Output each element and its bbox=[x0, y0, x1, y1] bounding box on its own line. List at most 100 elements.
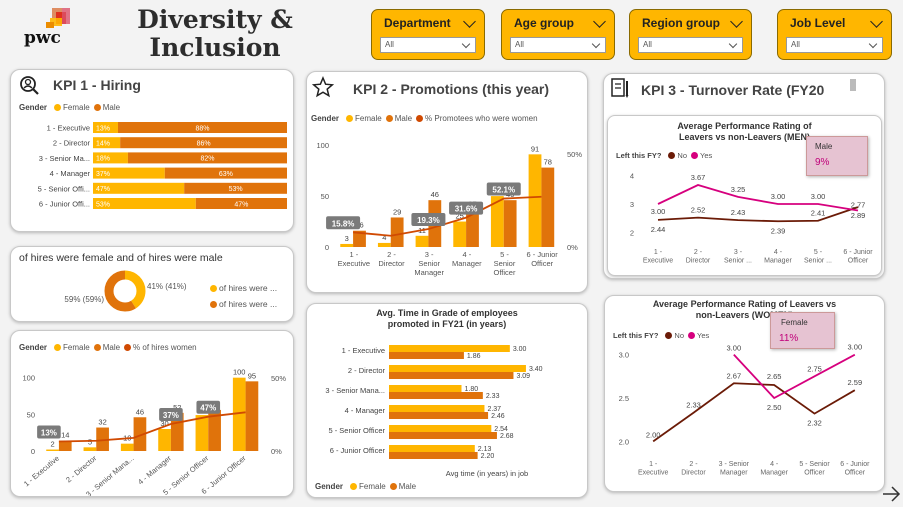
chevron-down-icon bbox=[591, 39, 601, 49]
female-bar bbox=[93, 198, 196, 209]
yes-data-label: 3.25 bbox=[731, 185, 746, 194]
male-bar bbox=[133, 417, 147, 451]
slicer-age-group-dropdown[interactable]: All bbox=[510, 37, 606, 53]
female-bar bbox=[453, 221, 467, 247]
star-icon bbox=[312, 76, 334, 98]
female-bar bbox=[528, 154, 542, 247]
pct-data-label-bg bbox=[37, 425, 61, 439]
slicer-age-group[interactable]: Age group All bbox=[501, 9, 615, 60]
female-bar bbox=[83, 447, 97, 451]
male-bar bbox=[389, 452, 478, 459]
slicer-job-level[interactable]: Job Level All bbox=[777, 9, 892, 60]
male-bar bbox=[353, 230, 366, 247]
y-left-tick: 100 bbox=[316, 141, 329, 150]
perf-women-legend: Left this FY? No Yes bbox=[613, 331, 709, 340]
y-right-tick: 50% bbox=[567, 150, 582, 159]
male-bar bbox=[58, 440, 72, 451]
hiring-split-chart: 1 - Executive 13% 88% 2 - Director 14% 86% 3 -… bbox=[38, 122, 287, 209]
category-label: 4 -Manager bbox=[452, 250, 482, 268]
page-title-line1: Diversity & bbox=[137, 5, 293, 34]
female-data-label: 2 bbox=[50, 440, 54, 449]
pct-women-line bbox=[58, 411, 246, 443]
legend-female: Female bbox=[355, 114, 382, 123]
kpi1-legend: Gender Female Male bbox=[19, 103, 120, 112]
slicer-region-group-dropdown[interactable]: All bbox=[638, 37, 743, 53]
male-bar bbox=[127, 152, 287, 164]
no-leavers-line bbox=[657, 206, 859, 223]
legend-pct-swatch bbox=[416, 115, 424, 122]
category-label: 5 -Senior ... bbox=[804, 249, 832, 265]
slicer-job-level-dropdown[interactable]: All bbox=[786, 37, 883, 53]
pct-data-label: 52.1% bbox=[492, 186, 515, 195]
kpi3-scrollbar[interactable] bbox=[850, 79, 856, 91]
female-data-label: 91 bbox=[531, 144, 539, 153]
female-bar bbox=[415, 235, 429, 247]
arrow-right-icon[interactable] bbox=[880, 483, 902, 505]
hiring-counts-card: Gender Female Male % of hires women 100 50 0 5… bbox=[10, 330, 294, 497]
male-bar bbox=[389, 352, 464, 359]
slicer-region-group[interactable]: Region group All bbox=[629, 9, 752, 60]
y-tick: 3.0 bbox=[619, 351, 629, 360]
donut-legend-label-1: of hires were ... bbox=[219, 283, 278, 293]
kpi1-card: KPI 1 - Hiring Gender Female Male 1 - Exec… bbox=[10, 69, 294, 232]
yes-leavers-line bbox=[657, 184, 859, 212]
pct-data-label: 13% bbox=[41, 429, 57, 438]
pct-data-label-bg bbox=[449, 201, 484, 215]
slicer-job-level-label: Job Level bbox=[790, 16, 846, 30]
yes-data-label: 2.77 bbox=[851, 201, 866, 210]
donut-card: of hires were female and of hires were m… bbox=[10, 246, 294, 322]
legend-left-prefix: Left this FY? bbox=[613, 331, 659, 340]
legend-female: Female bbox=[359, 482, 386, 491]
time-in-grade-chart: 1 - Executive 3.00 1.86 2 - Director 3.403.0… bbox=[325, 345, 543, 478]
male-data-label: 52 bbox=[173, 403, 181, 412]
legend-female-swatch bbox=[346, 115, 354, 122]
male-bar bbox=[117, 122, 287, 133]
male-bar bbox=[541, 167, 555, 247]
y-tick: 3 bbox=[630, 200, 634, 209]
female-bar bbox=[93, 137, 121, 149]
category-label: 3 - Senior Mana... bbox=[325, 386, 385, 395]
y-right-tick: 50% bbox=[271, 374, 286, 383]
legend-female: Female bbox=[63, 103, 90, 112]
male-data-label: 2.33 bbox=[486, 393, 500, 400]
legend-yes: Yes bbox=[700, 151, 713, 160]
category-label: 6 - Junior Officer bbox=[840, 461, 870, 477]
female-bar bbox=[93, 182, 185, 194]
male-data-label: 46 bbox=[431, 190, 439, 199]
male-data-label: 95 bbox=[248, 371, 256, 380]
y-tick: 4 bbox=[630, 172, 634, 181]
male-data-label: 88% bbox=[195, 125, 209, 132]
chevron-down-icon[interactable] bbox=[730, 15, 743, 28]
female-bar bbox=[93, 152, 128, 164]
donut-label-male: 59% (59%) bbox=[64, 295, 104, 304]
category-label: 4 - Manager bbox=[136, 453, 173, 486]
legend-female-swatch bbox=[350, 483, 358, 490]
chevron-down-icon[interactable] bbox=[593, 15, 606, 28]
perf-women-card: Average Performance Rating of Leavers vs… bbox=[604, 295, 885, 492]
pct-data-label: 15.8% bbox=[332, 219, 355, 228]
male-bar bbox=[503, 200, 517, 247]
y-tick: 2.0 bbox=[619, 437, 629, 446]
category-label: 2 -Director bbox=[686, 249, 711, 265]
no-data-label: 2.33 bbox=[686, 401, 701, 410]
chevron-down-icon[interactable] bbox=[870, 15, 883, 28]
female-data-label: 3.00 bbox=[513, 346, 527, 353]
pct-data-label-bg bbox=[196, 400, 221, 414]
no-data-label: 2.52 bbox=[691, 206, 706, 215]
chevron-down-icon[interactable] bbox=[463, 15, 476, 28]
female-bar bbox=[389, 345, 510, 352]
slicer-department[interactable]: Department All bbox=[371, 9, 485, 60]
male-data-label: 14 bbox=[61, 431, 69, 440]
category-label: 1 - Executive bbox=[47, 124, 90, 133]
category-label: 6 - Junior Offi... bbox=[39, 200, 90, 209]
slicer-department-dropdown[interactable]: All bbox=[380, 37, 476, 53]
pct-data-label: 37% bbox=[163, 411, 179, 420]
female-data-label: 30 bbox=[160, 419, 168, 428]
no-data-label: 2.41 bbox=[811, 209, 826, 218]
yes-leavers-line bbox=[733, 353, 856, 400]
tooltip-men-label: Male bbox=[815, 142, 833, 151]
female-data-label: 2.37 bbox=[487, 406, 501, 413]
female-bar bbox=[232, 377, 246, 451]
yes-data-label: 3.00 bbox=[848, 343, 863, 352]
y-left-tick: 0 bbox=[325, 243, 329, 252]
